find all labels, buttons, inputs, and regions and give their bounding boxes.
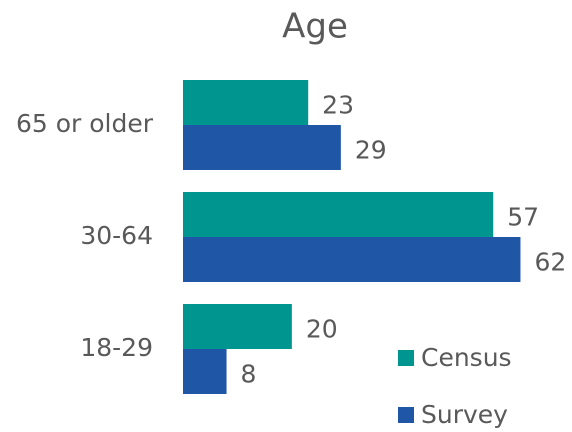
legend-swatch [398,350,414,366]
bar [183,125,341,170]
bar [183,80,309,125]
data-label: 57 [507,203,539,232]
bar [183,349,227,394]
legend-swatch [398,407,414,423]
data-label: 29 [355,136,387,165]
data-label: 8 [241,360,257,389]
y-tick-label: 18-29 [80,333,153,362]
legend-label: Survey [421,400,508,429]
chart-title: Age [282,7,348,47]
data-label: 23 [322,91,354,120]
bar [183,237,521,282]
data-label: 20 [306,315,338,344]
bar [183,304,292,349]
y-tick-label: 30-64 [80,221,153,250]
bar [183,192,494,237]
legend-label: Census [421,343,512,372]
data-label: 62 [534,248,566,277]
y-tick-label: 65 or older [16,109,154,138]
